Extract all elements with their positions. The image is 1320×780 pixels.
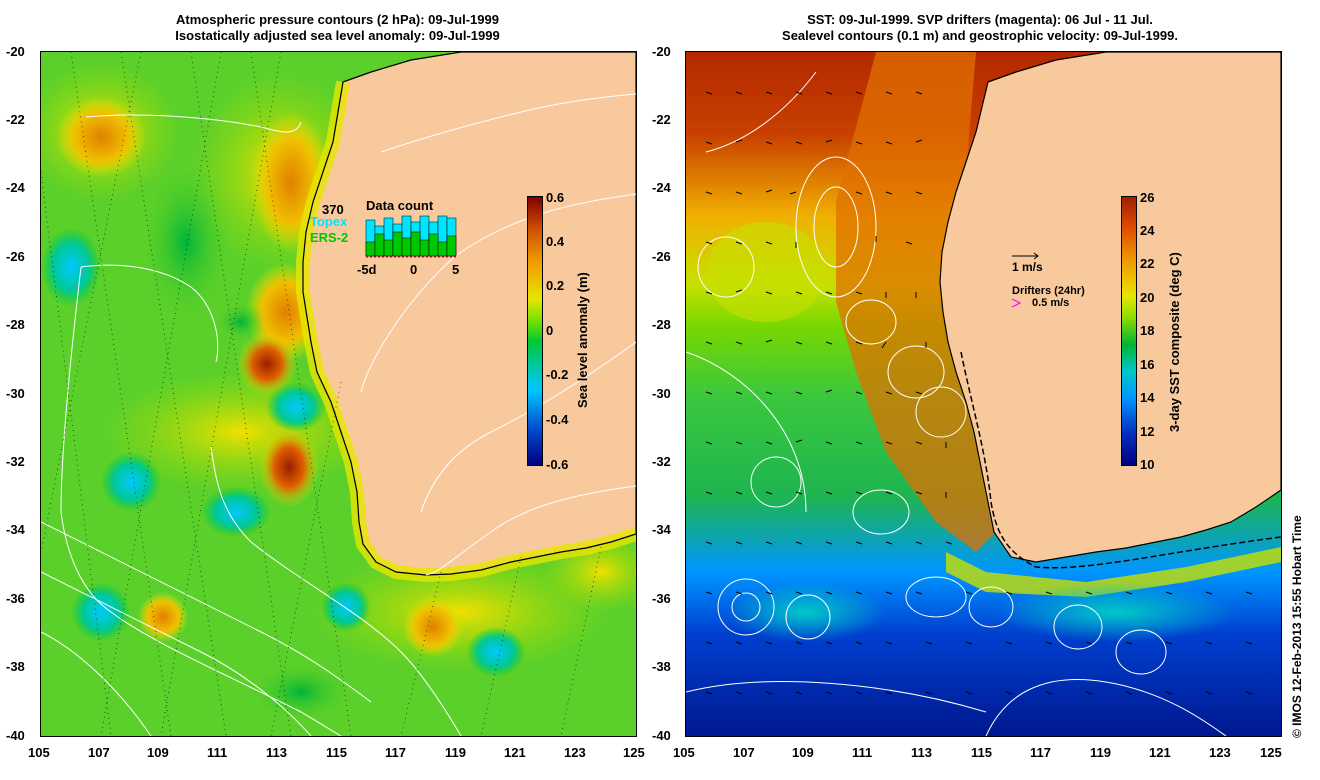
lat-tick: -26 xyxy=(6,249,25,264)
sla-colorbar xyxy=(527,196,543,466)
lon-tick: 125 xyxy=(1260,745,1282,760)
drifters-speed-label: 0.5 m/s xyxy=(1032,297,1070,309)
right-title-line1: SST: 09-Jul-1999. SVP drifters (magenta)… xyxy=(807,12,1153,27)
hist-axis-label: 0 xyxy=(410,262,418,277)
drifters-legend-label: Drifters (24hr) xyxy=(1012,285,1085,297)
lat-tick: -30 xyxy=(652,386,671,401)
sla-colorbar-title: Sea level anomaly (m) xyxy=(575,272,590,408)
drifter-legend-arrow xyxy=(1011,298,1022,308)
lat-tick: -22 xyxy=(652,112,671,127)
sst-map xyxy=(685,51,1282,737)
lat-tick: -38 xyxy=(6,659,25,674)
lon-tick: 125 xyxy=(623,745,645,760)
velocity-legend-label: 1 m/s xyxy=(1012,260,1043,274)
lon-tick: 111 xyxy=(207,745,228,760)
lat-tick: -32 xyxy=(6,454,25,469)
lat-tick: -40 xyxy=(652,728,671,743)
colorbar-label: -0.2 xyxy=(546,367,569,382)
colorbar-label: 18 xyxy=(1140,323,1155,338)
lon-tick: 115 xyxy=(971,745,992,760)
lon-tick: 113 xyxy=(266,745,287,760)
right-title: SST: 09-Jul-1999. SVP drifters (magenta)… xyxy=(640,12,1320,44)
colorbar-label: 22 xyxy=(1140,256,1155,271)
colorbar-label: 0.6 xyxy=(546,190,565,205)
lon-tick: 115 xyxy=(326,745,347,760)
lon-tick: 113 xyxy=(911,745,932,760)
left-title-line2: Isostatically adjusted sea level anomaly… xyxy=(175,28,500,43)
hist-axis-label: -5d xyxy=(357,262,377,277)
lon-tick: 119 xyxy=(445,745,466,760)
lat-tick: -40 xyxy=(6,728,25,743)
colorbar-label: -0.6 xyxy=(546,457,569,472)
hist-axis-label: 5 xyxy=(452,262,460,277)
colorbar-label: 0 xyxy=(546,323,554,338)
lat-tick: -38 xyxy=(652,659,671,674)
lon-tick: 119 xyxy=(1090,745,1111,760)
australia-landmass xyxy=(939,52,1281,563)
lon-tick: 121 xyxy=(1149,745,1171,760)
colorbar-label: 10 xyxy=(1140,457,1155,472)
lon-tick: 109 xyxy=(147,745,169,760)
pressure-contours xyxy=(41,93,636,736)
lat-tick: -36 xyxy=(6,591,25,606)
left-title: Atmospheric pressure contours (2 hPa): 0… xyxy=(40,12,635,44)
lon-tick: 123 xyxy=(564,745,586,760)
velocity-legend-arrow xyxy=(1012,252,1039,260)
colorbar-label: 0.4 xyxy=(546,234,565,249)
lat-tick: -32 xyxy=(652,454,671,469)
sst-colorbar xyxy=(1121,196,1137,466)
lat-tick: -22 xyxy=(6,112,25,127)
imos-credit: © IMOS 12-Feb-2013 15:55 Hobart Time xyxy=(1290,515,1304,738)
colorbar-label: -0.4 xyxy=(546,412,569,427)
sealevel-contours xyxy=(686,71,1227,736)
sst-colorbar-title: 3-day SST composite (deg C) xyxy=(1167,252,1182,432)
topex-label: Topex xyxy=(310,214,348,229)
lon-tick: 117 xyxy=(1030,745,1051,760)
colorbar-label: 0.2 xyxy=(546,278,565,293)
lat-tick: -34 xyxy=(652,522,671,537)
lat-tick: -20 xyxy=(6,44,25,59)
lon-tick: 107 xyxy=(88,745,110,760)
lat-tick: -24 xyxy=(652,180,671,195)
lat-tick: -28 xyxy=(652,317,671,332)
data-count-number: 370 xyxy=(322,202,344,217)
data-count-title: Data count xyxy=(366,198,434,213)
lon-tick: 111 xyxy=(852,745,873,760)
lat-tick: -36 xyxy=(652,591,671,606)
colorbar-label: 16 xyxy=(1140,357,1155,372)
lon-tick: 107 xyxy=(733,745,755,760)
sst-map-graphic xyxy=(686,52,1281,736)
colorbar-label: 26 xyxy=(1140,190,1155,205)
sla-map xyxy=(40,51,637,737)
colorbar-label: 14 xyxy=(1140,390,1155,405)
lon-tick: 123 xyxy=(1209,745,1231,760)
lat-tick: -30 xyxy=(6,386,25,401)
colorbar-label: 20 xyxy=(1140,290,1155,305)
lat-tick: -20 xyxy=(652,44,671,59)
geostrophic-vectors xyxy=(705,91,1253,695)
lon-tick: 117 xyxy=(385,745,406,760)
left-title-line1: Atmospheric pressure contours (2 hPa): 0… xyxy=(176,12,499,27)
lat-tick: -28 xyxy=(6,317,25,332)
data-count-histogram xyxy=(365,215,457,258)
lat-tick: -34 xyxy=(6,522,25,537)
colorbar-label: 24 xyxy=(1140,223,1155,238)
right-title-line2: Sealevel contours (0.1 m) and geostrophi… xyxy=(782,28,1178,43)
lon-tick: 121 xyxy=(504,745,526,760)
sla-map-graphic xyxy=(41,52,636,736)
colorbar-label: 12 xyxy=(1140,424,1155,439)
lon-tick: 109 xyxy=(792,745,814,760)
ers-label: ERS-2 xyxy=(310,230,349,245)
lon-tick: 105 xyxy=(28,745,50,760)
lat-tick: -26 xyxy=(652,249,671,264)
lat-tick: -24 xyxy=(6,180,25,195)
lon-tick: 105 xyxy=(673,745,695,760)
